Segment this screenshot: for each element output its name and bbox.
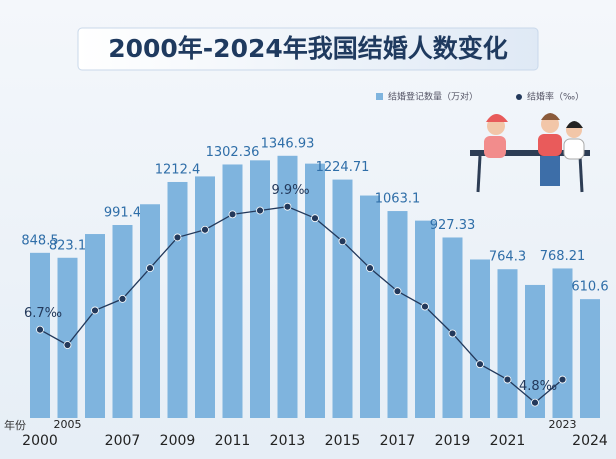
data-label: 1346.93 — [261, 136, 315, 151]
x-tick-label: 2019 — [435, 433, 471, 449]
line-point — [36, 325, 44, 334]
line-point — [448, 329, 457, 338]
line-point — [201, 225, 209, 234]
line-point — [256, 206, 264, 215]
data-label: 991.4 — [104, 206, 141, 221]
line-point — [558, 375, 567, 384]
line-point — [311, 214, 319, 223]
line-point — [338, 237, 347, 246]
data-label: 1224.71 — [316, 160, 370, 175]
bar — [277, 155, 298, 419]
x-tick-label: 2009 — [160, 433, 196, 449]
bar — [85, 234, 105, 418]
bar — [167, 181, 188, 418]
bar — [360, 195, 380, 418]
data-label: 823.1 — [49, 238, 86, 253]
x-tick-label: 2023 — [549, 418, 577, 431]
line-point — [173, 233, 182, 242]
x-tick-label: 2000 — [22, 433, 58, 449]
data-label: 6.7‰ — [24, 306, 62, 321]
bar — [57, 257, 78, 418]
x-tick-label: 2005 — [54, 418, 82, 431]
x-axis-label: 年份 — [4, 418, 26, 432]
line-point — [476, 360, 484, 369]
x-tick-label: 2015 — [325, 433, 361, 449]
data-label: 610.6 — [571, 280, 608, 295]
data-label: 1063.1 — [375, 192, 421, 207]
data-label: 764.3 — [489, 250, 526, 265]
legend-label: 结婚登记数量（万对） — [388, 91, 478, 103]
bar — [195, 176, 215, 418]
data-label: 4.8‰ — [519, 379, 557, 394]
bar — [140, 204, 160, 418]
bar — [497, 269, 518, 418]
line-point — [228, 210, 237, 219]
bar — [470, 259, 490, 418]
line-point — [366, 264, 374, 273]
line — [39, 206, 563, 404]
bar — [305, 163, 325, 418]
x-tick-label: 2007 — [105, 433, 141, 449]
legend-label: 结婚率（‰） — [527, 91, 584, 103]
legend-swatch — [376, 93, 383, 100]
line-point — [531, 398, 539, 407]
line-point — [393, 287, 402, 296]
data-label: 848.5 — [21, 233, 58, 248]
x-tick-label: 2011 — [215, 433, 251, 449]
bar — [525, 284, 545, 418]
bar — [442, 237, 463, 418]
x-tick-label: 2021 — [490, 433, 526, 449]
bar — [387, 211, 408, 418]
line-point — [283, 202, 292, 211]
x-tick-label: 2013 — [270, 433, 306, 449]
bar — [222, 164, 243, 418]
x-tick-label: 2017 — [380, 433, 416, 449]
line-point — [118, 294, 127, 303]
line-point — [91, 306, 99, 315]
bar — [332, 179, 353, 418]
bar — [112, 225, 133, 418]
bar — [30, 252, 50, 418]
x-tick-label: 2024 — [572, 433, 608, 449]
bar — [552, 268, 573, 418]
data-label: 1212.4 — [155, 162, 201, 177]
bar — [415, 220, 435, 418]
legend-swatch — [516, 94, 522, 100]
illustration — [470, 113, 590, 193]
line-point — [146, 264, 154, 273]
bar — [250, 160, 270, 418]
title-banner — [77, 27, 539, 71]
data-label: 9.9‰ — [271, 183, 309, 198]
data-label: 768.21 — [540, 249, 586, 264]
chart-title: 2000年-2024年我国结婚人数变化 — [108, 34, 508, 63]
bar — [580, 299, 600, 418]
data-label: 927.33 — [430, 218, 476, 233]
line-point — [503, 375, 512, 384]
line-point — [63, 341, 72, 349]
line-point — [421, 302, 429, 311]
data-label: 1302.36 — [206, 145, 260, 160]
